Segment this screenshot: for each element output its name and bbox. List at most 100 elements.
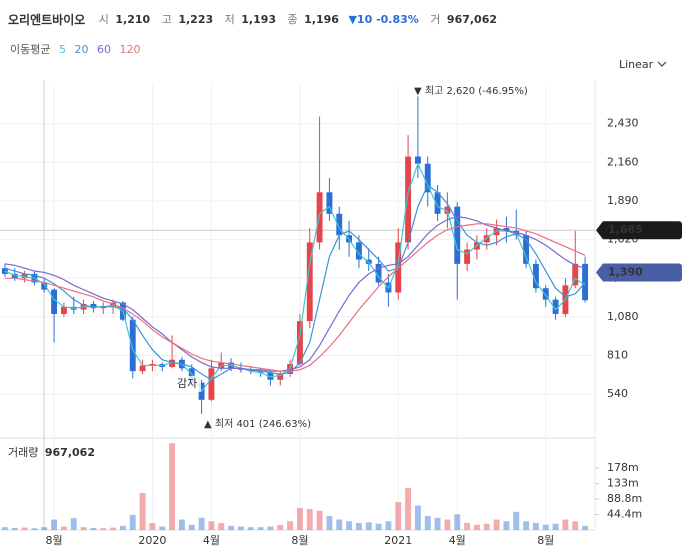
candle-body — [464, 249, 471, 264]
volume-bar — [169, 443, 176, 530]
volume-bar — [11, 527, 18, 530]
volume-bar — [483, 523, 490, 530]
volume-bar — [542, 524, 549, 530]
candle-body — [424, 163, 431, 193]
x-tick-label: 8월 — [291, 534, 308, 547]
y-tick-label: 810 — [607, 348, 628, 361]
volume-tick-label: 88.8m — [607, 492, 642, 505]
label: 종 — [288, 13, 298, 26]
volume-bar — [395, 502, 402, 530]
candle-body — [414, 156, 421, 164]
volume-bar — [267, 526, 274, 530]
candle-body — [572, 263, 579, 286]
candle-body — [129, 319, 136, 372]
candle-body — [139, 365, 146, 372]
volume-bar — [51, 519, 58, 530]
volume-bar — [434, 517, 441, 530]
volume-bar — [100, 528, 107, 530]
volume-bar — [346, 521, 353, 530]
y-tick-label: 1,890 — [607, 194, 639, 207]
y-tick-label: 2,430 — [607, 117, 639, 130]
legend-entry[interactable]: 120 — [119, 43, 140, 56]
candle-body — [355, 242, 362, 260]
volume-bar — [129, 515, 136, 530]
x-tick-label: 2020 — [138, 534, 166, 547]
volume-bar — [513, 511, 520, 530]
event-box — [175, 376, 201, 392]
legend-entry[interactable]: 20 — [74, 43, 88, 56]
label: 저 — [225, 13, 235, 26]
candle-body — [306, 242, 313, 322]
volume-bar — [385, 521, 392, 530]
scale-toggle[interactable]: Linear — [619, 58, 654, 71]
volume-bar — [523, 521, 530, 530]
candle-body — [523, 235, 530, 264]
legend-entry[interactable]: 60 — [97, 43, 111, 56]
volume-bar — [355, 523, 362, 530]
moving-average — [4, 216, 586, 372]
candle-body — [149, 364, 156, 366]
moving-average — [4, 162, 586, 393]
candle-body — [100, 306, 107, 309]
volume-bar — [1, 527, 8, 530]
volume-bar — [572, 521, 579, 530]
value: 1,196 — [304, 13, 339, 26]
volume-bar — [336, 519, 343, 530]
volume-value: 967,062 — [45, 446, 95, 459]
value: 967,062 — [447, 13, 497, 26]
volume-bar — [444, 519, 451, 530]
candle-body — [582, 263, 589, 301]
volume-bar — [21, 527, 28, 530]
chevron[interactable] — [657, 61, 667, 67]
candle-body — [247, 369, 254, 372]
volume-bar — [110, 527, 117, 530]
volume-bar — [188, 524, 195, 530]
candle-body — [405, 156, 412, 243]
volume-bar — [306, 509, 313, 530]
label: 거 — [430, 13, 440, 26]
candle-body — [552, 299, 559, 314]
y-tick-label: 540 — [607, 387, 628, 400]
header: 오리엔트바이오 시 1,210 고 1,223 저 1,193 종 1,196 … — [8, 12, 497, 27]
volume-bar — [582, 525, 589, 530]
volume-bar — [139, 493, 146, 530]
volume-bar — [159, 526, 166, 530]
price-badge-label: 1,685 — [608, 223, 643, 236]
volume-bar — [375, 523, 382, 530]
candle-body — [60, 306, 67, 314]
volume-tick-label: 133m — [607, 477, 639, 490]
value: 1,210 — [115, 13, 150, 26]
volume-bar — [562, 519, 569, 530]
candle-body — [51, 289, 58, 314]
volume-bar — [149, 523, 156, 530]
candle-body — [296, 321, 303, 365]
x-tick-label: 2021 — [384, 534, 412, 547]
volume-bar — [287, 521, 294, 530]
moving-average — [4, 223, 586, 372]
volume-bar — [198, 517, 205, 530]
ma-legend: 이동평균 5 20 60 120 — [10, 43, 140, 56]
volume-bar — [228, 525, 235, 530]
volume-bar — [473, 524, 480, 530]
label: 시 — [99, 13, 109, 26]
volume-bar — [414, 505, 421, 530]
candle-body — [454, 206, 461, 264]
moving-average — [4, 184, 586, 381]
volume-bar — [237, 526, 244, 530]
y-tick-label: 2,160 — [607, 155, 639, 168]
event-label: 감자 — [177, 377, 197, 390]
volume-bar — [464, 523, 471, 530]
volume-bar — [247, 527, 254, 530]
candle-body — [444, 206, 451, 214]
candle-body — [208, 368, 215, 400]
candle-body — [336, 213, 343, 236]
volume-label: 거래량 — [8, 446, 38, 459]
volume-bar — [90, 527, 97, 530]
candle-body — [257, 371, 264, 373]
volume-bar — [218, 523, 225, 530]
volume-tick-label: 44.4m — [607, 508, 642, 521]
legend-entry[interactable]: 5 — [59, 43, 66, 56]
volume-bar — [503, 521, 510, 530]
x-tick-label: 8월 — [537, 534, 554, 547]
